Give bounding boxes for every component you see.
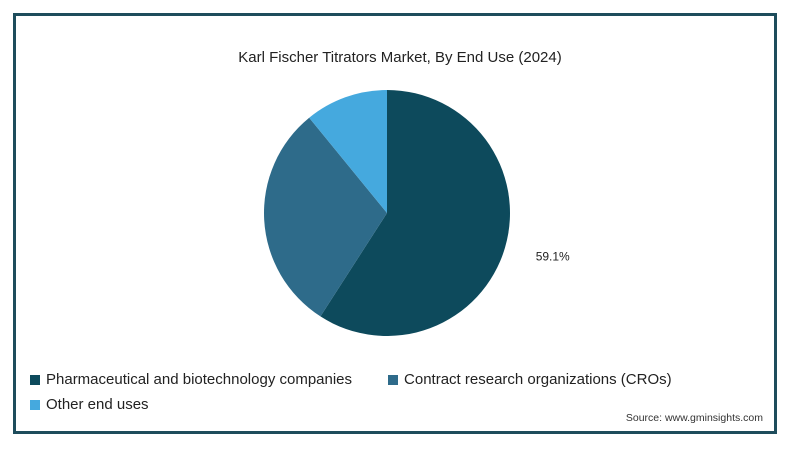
legend-item-other: Other end uses: [30, 396, 734, 413]
legend-item-cros: Contract research organizations (CROs): [388, 371, 672, 388]
slice-label-pharmaceutical: 59.1%: [536, 250, 570, 264]
slice-other: [309, 90, 387, 213]
legend-swatch-cros: [388, 374, 399, 385]
legend-label-other: Other end uses: [46, 396, 149, 413]
legend-label-pharmaceutical: Pharmaceutical and biotechnology compani…: [46, 371, 353, 388]
chart-frame: Karl Fischer Titrators Market, By End Us…: [13, 13, 777, 434]
chart-legend: Pharmaceutical and biotechnology compani…: [30, 371, 770, 413]
chart-title: Karl Fischer Titrators Market, By End Us…: [238, 49, 562, 66]
legend-swatch-other: [30, 399, 40, 410]
slice-cros: [264, 117, 387, 317]
legend-swatch-pharmaceutical: [30, 374, 40, 385]
legend-label-cros: Contract research organizations (CROs): [404, 371, 672, 388]
legend-item-pharmaceutical: Pharmaceutical and biotechnology compani…: [30, 371, 352, 388]
source-note: Source: www.gminsights.com: [625, 412, 763, 424]
pie-chart: 59.1%: [264, 90, 570, 336]
slice-pharmaceutical: [320, 90, 510, 336]
